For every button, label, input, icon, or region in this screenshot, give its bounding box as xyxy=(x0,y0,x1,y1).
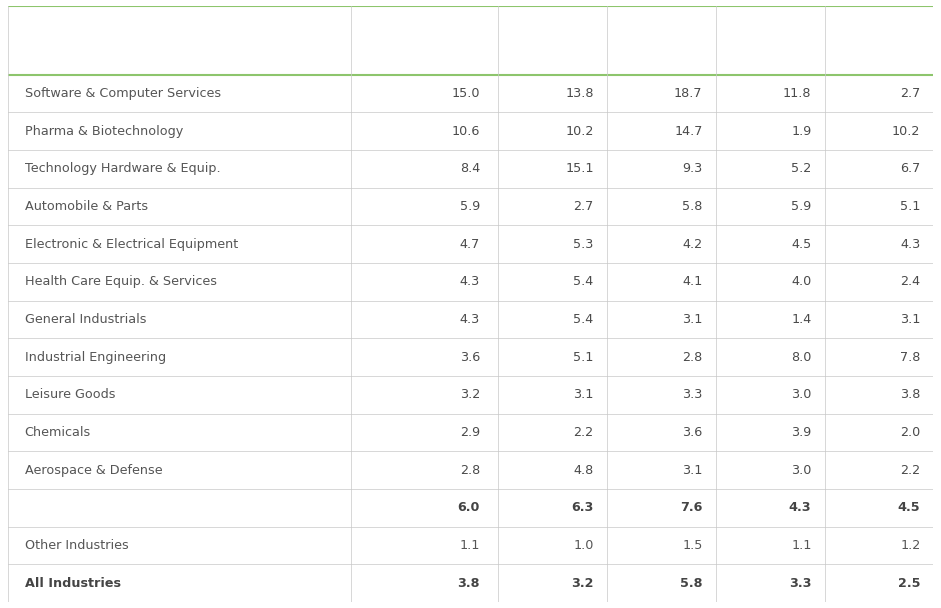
Text: 3.8: 3.8 xyxy=(457,576,480,590)
Text: GLOBAL R&D
INTENSITY (%): GLOBAL R&D INTENSITY (%) xyxy=(375,26,474,55)
Text: Software & Computer Services: Software & Computer Services xyxy=(24,87,221,100)
Text: 3.6: 3.6 xyxy=(460,351,480,364)
Text: 4.3: 4.3 xyxy=(460,313,480,326)
Text: 6.0: 6.0 xyxy=(457,501,480,514)
Text: 1.5: 1.5 xyxy=(682,539,703,552)
Text: 5.1: 5.1 xyxy=(573,351,594,364)
Text: 5.4: 5.4 xyxy=(573,313,594,326)
Text: 4.7: 4.7 xyxy=(460,238,480,250)
Text: 5.9: 5.9 xyxy=(460,200,480,213)
Text: Leisure Goods: Leisure Goods xyxy=(24,389,115,401)
Text: 5.4: 5.4 xyxy=(573,275,594,288)
Text: 15.1: 15.1 xyxy=(566,162,594,175)
Text: 5.1: 5.1 xyxy=(900,200,920,213)
Text: All Industries: All Industries xyxy=(24,576,120,590)
Text: 4.5: 4.5 xyxy=(898,501,920,514)
Text: EU: EU xyxy=(543,34,562,47)
Text: 4.0: 4.0 xyxy=(791,275,811,288)
Text: 2.2: 2.2 xyxy=(573,426,594,439)
Text: 2.4: 2.4 xyxy=(901,275,920,288)
Text: 3.2: 3.2 xyxy=(571,576,594,590)
Text: 7.8: 7.8 xyxy=(900,351,920,364)
Text: 9.3: 9.3 xyxy=(682,162,703,175)
Text: 2.8: 2.8 xyxy=(682,351,703,364)
Text: 3.2: 3.2 xyxy=(460,389,480,401)
Text: 4.8: 4.8 xyxy=(573,463,594,477)
Text: 1.4: 1.4 xyxy=(791,313,811,326)
Text: 4.1: 4.1 xyxy=(682,275,703,288)
Text: Electronic & Electrical Equipment: Electronic & Electrical Equipment xyxy=(24,238,238,250)
Text: 5.9: 5.9 xyxy=(791,200,811,213)
Text: 5.8: 5.8 xyxy=(680,576,703,590)
Text: 4.3: 4.3 xyxy=(460,275,480,288)
Text: 3.6: 3.6 xyxy=(682,426,703,439)
Text: 3.9: 3.9 xyxy=(791,426,811,439)
Text: 13.8: 13.8 xyxy=(566,87,594,100)
Text: 3.1: 3.1 xyxy=(900,313,920,326)
Text: 10.6: 10.6 xyxy=(452,125,480,137)
Text: 5.3: 5.3 xyxy=(573,238,594,250)
Text: 2.2: 2.2 xyxy=(901,463,920,477)
Text: 2.7: 2.7 xyxy=(573,200,594,213)
Text: 15.0: 15.0 xyxy=(452,87,480,100)
Text: 4.2: 4.2 xyxy=(682,238,703,250)
Text: Health Care Equip. & Services: Health Care Equip. & Services xyxy=(24,275,216,288)
Text: 3.3: 3.3 xyxy=(682,389,703,401)
Text: Industrial Engineering: Industrial Engineering xyxy=(24,351,166,364)
Text: 5.8: 5.8 xyxy=(682,200,703,213)
Text: 2.0: 2.0 xyxy=(901,426,920,439)
Text: Other Industries: Other Industries xyxy=(24,539,128,552)
Text: 3.0: 3.0 xyxy=(791,389,811,401)
Text: Technology Hardware & Equip.: Technology Hardware & Equip. xyxy=(24,162,220,175)
Text: 1.2: 1.2 xyxy=(901,539,920,552)
Text: 3.1: 3.1 xyxy=(573,389,594,401)
Text: Chemicals: Chemicals xyxy=(24,426,91,439)
Text: 4.5: 4.5 xyxy=(791,238,811,250)
Text: 2.9: 2.9 xyxy=(460,426,480,439)
Text: 8.4: 8.4 xyxy=(460,162,480,175)
Text: 2.5: 2.5 xyxy=(898,576,920,590)
Text: 4.3: 4.3 xyxy=(901,238,920,250)
Text: 2.8: 2.8 xyxy=(460,463,480,477)
Text: 18.7: 18.7 xyxy=(674,87,703,100)
Text: 4.3: 4.3 xyxy=(789,501,811,514)
Text: 10.2: 10.2 xyxy=(892,125,920,137)
Text: CHINA: CHINA xyxy=(857,34,901,47)
Text: 1.1: 1.1 xyxy=(460,539,480,552)
Text: 3.1: 3.1 xyxy=(682,463,703,477)
Text: 14.7: 14.7 xyxy=(674,125,703,137)
Text: JAPAN: JAPAN xyxy=(749,34,790,47)
Text: Automobile & Parts: Automobile & Parts xyxy=(24,200,148,213)
Text: 6.3: 6.3 xyxy=(571,501,594,514)
Text: SECTOR: SECTOR xyxy=(24,34,79,47)
Text: General Industrials: General Industrials xyxy=(24,313,146,326)
Text: 3.8: 3.8 xyxy=(900,389,920,401)
Text: 8.0: 8.0 xyxy=(791,351,811,364)
Text: 10.2: 10.2 xyxy=(566,125,594,137)
Text: USA: USA xyxy=(647,34,676,47)
Text: Pharma & Biotechnology: Pharma & Biotechnology xyxy=(24,125,183,137)
Text: 1.0: 1.0 xyxy=(573,539,594,552)
Text: 6.7: 6.7 xyxy=(901,162,920,175)
Text: 1.9: 1.9 xyxy=(791,125,811,137)
Text: 2.7: 2.7 xyxy=(901,87,920,100)
Text: 3.0: 3.0 xyxy=(791,463,811,477)
Text: 3.3: 3.3 xyxy=(789,576,811,590)
Text: Top 11 Industries: Top 11 Industries xyxy=(24,501,150,514)
Text: 3.1: 3.1 xyxy=(682,313,703,326)
Text: 11.8: 11.8 xyxy=(783,87,811,100)
Text: 7.6: 7.6 xyxy=(680,501,703,514)
Text: 1.1: 1.1 xyxy=(791,539,811,552)
Text: 5.2: 5.2 xyxy=(791,162,811,175)
Text: Aerospace & Defense: Aerospace & Defense xyxy=(24,463,162,477)
